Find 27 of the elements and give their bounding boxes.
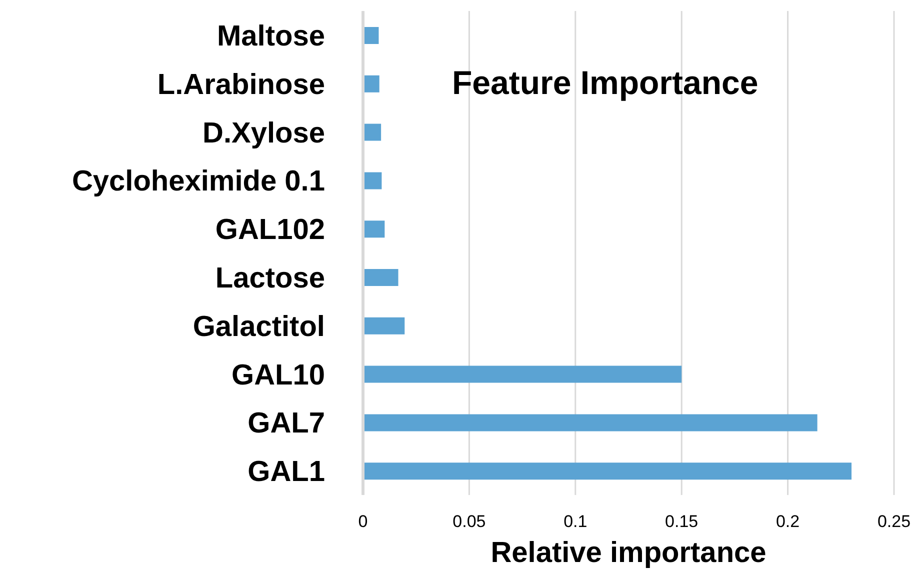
bar	[363, 462, 852, 480]
y-tick-label: GAL1	[248, 456, 325, 488]
y-tick-label: GAL10	[232, 359, 325, 392]
y-tick-label: L.Arabinose	[157, 68, 325, 101]
x-tick-label: 0.1	[564, 512, 588, 532]
x-tick-label: 0.05	[452, 512, 486, 532]
bar	[363, 220, 385, 238]
y-tick-label: Galactitol	[192, 310, 325, 343]
bar	[363, 414, 818, 432]
y-tick-label: GAL102	[215, 214, 325, 246]
bar	[363, 172, 382, 190]
bar	[363, 75, 380, 92]
x-tick-label: 0	[358, 512, 368, 532]
y-tick-label: Maltose	[217, 20, 325, 52]
y-tick-label: GAL7	[248, 408, 325, 440]
x-tick-label: 0.2	[776, 512, 800, 532]
bar	[363, 317, 405, 334]
x-axis-title: Relative importance	[490, 537, 766, 569]
y-tick-label: Lactose	[215, 262, 325, 294]
x-tick-label: 0.15	[665, 512, 698, 532]
bar	[363, 366, 682, 383]
y-tick-label: Cycloheximide 0.1	[72, 166, 325, 198]
y-tick-label: D.Xylose	[202, 117, 325, 150]
bar	[363, 269, 398, 286]
bar	[363, 124, 382, 141]
x-tick-label: 0.25	[877, 512, 911, 532]
text: Feature Importance	[452, 64, 758, 102]
